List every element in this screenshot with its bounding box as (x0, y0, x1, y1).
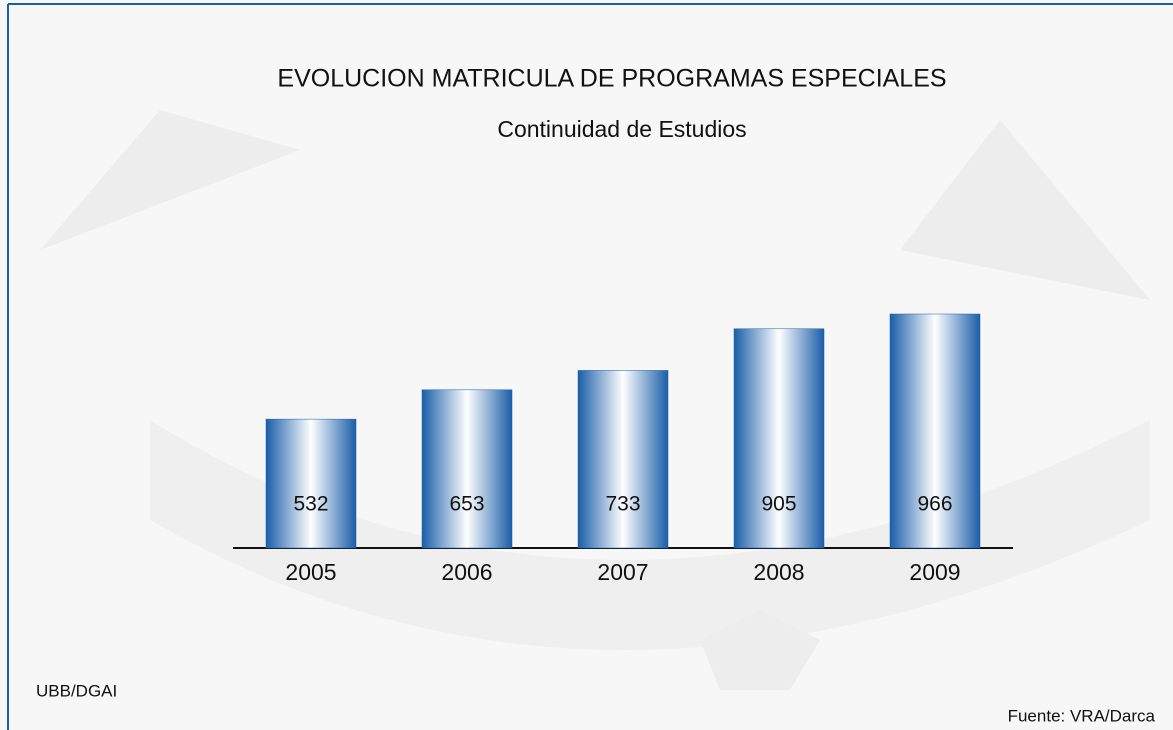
chart-title: EVOLUCION MATRICULA DE PROGRAMAS ESPECIA… (277, 65, 946, 93)
bar (422, 390, 512, 548)
x-tick-label: 2009 (909, 559, 960, 585)
value-label: 966 (917, 493, 952, 516)
value-label: 532 (293, 493, 328, 516)
source-right: Fuente: VRA/Darca (1008, 706, 1156, 725)
x-tick-label: 2005 (285, 559, 336, 585)
page: {"chart_data": {"type": "bar", "title": … (0, 0, 1173, 730)
chart: EVOLUCION MATRICULA DE PROGRAMAS ESPECIA… (0, 0, 1173, 730)
value-label: 905 (761, 493, 796, 516)
x-tick-label: 2006 (441, 559, 492, 585)
chart-subtitle: Continuidad de Estudios (497, 116, 746, 142)
value-label: 653 (449, 493, 484, 516)
value-label: 733 (605, 493, 640, 516)
bar (266, 419, 356, 548)
source-left: UBB/DGAI (36, 681, 117, 700)
bar (578, 370, 668, 548)
x-tick-label: 2007 (597, 559, 648, 585)
x-tick-label: 2008 (753, 559, 804, 585)
